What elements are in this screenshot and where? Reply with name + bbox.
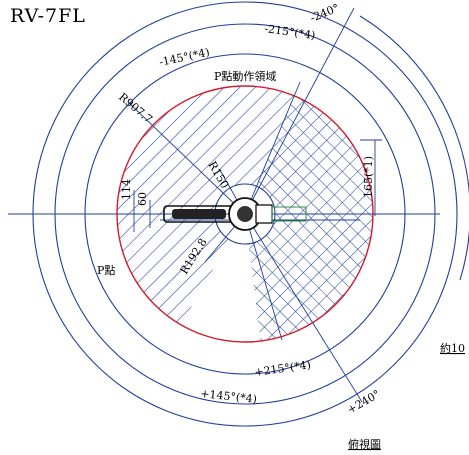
model-title: RV-7FL (10, 5, 86, 27)
label-d165: 165(*1) (362, 156, 375, 198)
label-top-view: 俯視圖 (348, 437, 381, 451)
boundary-line-upper (244, 81, 301, 215)
wrist-outline (271, 206, 307, 222)
base-joint-core (237, 206, 253, 222)
robot-arm (163, 197, 307, 231)
label-d60: 60 (136, 192, 149, 206)
label-p-point: P點 (97, 264, 115, 277)
leader-bottom-arc (244, 213, 363, 403)
arm-inner (172, 209, 226, 219)
label-pos145: +145°(*4) (200, 387, 258, 406)
label-r907: R907.7 (116, 90, 155, 126)
boundary-line-lower (244, 213, 283, 341)
label-approx: 約10 (440, 341, 465, 355)
label-pos240: +240° (345, 387, 382, 416)
range-arc-240 (359, 15, 469, 281)
radius-line-907 (127, 101, 246, 215)
wrist-block (255, 204, 273, 224)
label-d114: 114 (120, 179, 133, 200)
label-pos215: +215°(*4) (254, 358, 312, 379)
label-p-area: P點動作領域 (214, 69, 276, 83)
label-neg240: -240° (308, 1, 341, 24)
label-neg215: -215°(*4) (264, 22, 317, 42)
leader-top-arc (244, 7, 355, 215)
